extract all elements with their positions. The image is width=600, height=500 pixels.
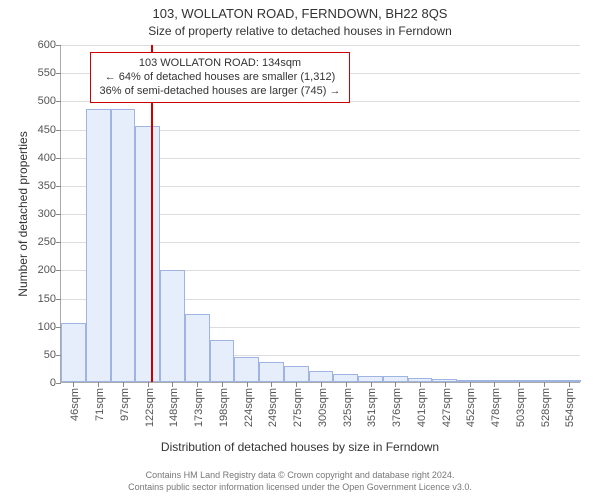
x-tick: [197, 382, 198, 387]
x-tick: [445, 382, 446, 387]
histogram-bar: [61, 323, 86, 382]
y-tick-label: 450: [38, 124, 61, 136]
x-tick: [420, 382, 421, 387]
y-tick-label: 550: [38, 67, 61, 79]
x-tick-label: 249sqm: [267, 388, 279, 427]
x-tick: [222, 382, 223, 387]
y-tick-label: 600: [38, 39, 61, 51]
footer-line1: Contains HM Land Registry data © Crown c…: [0, 470, 600, 480]
histogram-bar: [160, 270, 185, 382]
x-tick-label: 325sqm: [342, 388, 354, 427]
page-title: 103, WOLLATON ROAD, FERNDOWN, BH22 8QS: [0, 6, 600, 21]
x-tick: [321, 382, 322, 387]
annotation-line2: ← 64% of detached houses are smaller (1,…: [97, 71, 343, 85]
y-tick-label: 300: [38, 208, 61, 220]
x-tick: [98, 382, 99, 387]
x-tick: [148, 382, 149, 387]
y-tick-label: 500: [38, 95, 61, 107]
x-tick-label: 452sqm: [466, 388, 478, 427]
y-tick-label: 150: [38, 293, 61, 305]
x-tick-label: 122sqm: [144, 388, 156, 427]
y-tick-label: 200: [38, 264, 61, 276]
histogram-bar: [111, 109, 136, 382]
x-tick-label: 71sqm: [94, 388, 106, 421]
x-tick-label: 554sqm: [565, 388, 577, 427]
y-tick-label: 400: [38, 152, 61, 164]
histogram-bar: [185, 314, 210, 382]
x-tick-label: 275sqm: [292, 388, 304, 427]
y-axis-title: Number of detached properties: [16, 104, 30, 324]
histogram-bar: [259, 362, 284, 382]
x-tick: [296, 382, 297, 387]
x-tick: [123, 382, 124, 387]
y-tick-label: 50: [44, 349, 61, 361]
y-tick-label: 0: [50, 377, 61, 389]
x-tick-label: 376sqm: [391, 388, 403, 427]
x-tick-label: 148sqm: [168, 388, 180, 427]
x-axis-title: Distribution of detached houses by size …: [0, 440, 600, 454]
x-tick-label: 427sqm: [441, 388, 453, 427]
x-tick: [247, 382, 248, 387]
y-tick-label: 350: [38, 180, 61, 192]
x-tick: [271, 382, 272, 387]
x-tick-label: 401sqm: [416, 388, 428, 427]
x-tick-label: 224sqm: [243, 388, 255, 427]
histogram-bar: [309, 371, 334, 382]
x-tick-label: 173sqm: [193, 388, 205, 427]
annotation-box: 103 WOLLATON ROAD: 134sqm← 64% of detach…: [90, 52, 350, 103]
x-tick: [172, 382, 173, 387]
x-tick: [346, 382, 347, 387]
page-subtitle: Size of property relative to detached ho…: [0, 24, 600, 38]
histogram-bar: [234, 357, 259, 382]
x-tick-label: 300sqm: [317, 388, 329, 427]
x-tick-label: 351sqm: [367, 388, 379, 427]
x-tick: [470, 382, 471, 387]
annotation-line1: 103 WOLLATON ROAD: 134sqm: [97, 57, 343, 71]
x-tick: [395, 382, 396, 387]
histogram-bar: [135, 126, 160, 382]
x-tick-label: 528sqm: [540, 388, 552, 427]
histogram-bar: [284, 366, 309, 382]
x-tick-label: 198sqm: [218, 388, 230, 427]
x-tick-label: 503sqm: [515, 388, 527, 427]
x-tick: [519, 382, 520, 387]
x-tick: [569, 382, 570, 387]
gridline: [61, 45, 580, 46]
x-tick-label: 46sqm: [69, 388, 81, 421]
x-tick-label: 478sqm: [490, 388, 502, 427]
annotation-line3: 36% of semi-detached houses are larger (…: [97, 85, 343, 99]
x-tick-label: 97sqm: [119, 388, 131, 421]
y-tick-label: 100: [38, 321, 61, 333]
x-tick: [73, 382, 74, 387]
x-tick: [544, 382, 545, 387]
histogram-bar: [210, 340, 235, 382]
footer-line2: Contains public sector information licen…: [0, 482, 600, 492]
histogram-bar: [333, 374, 358, 382]
x-tick: [371, 382, 372, 387]
x-tick: [494, 382, 495, 387]
y-tick-label: 250: [38, 236, 61, 248]
histogram-bar: [86, 109, 111, 382]
